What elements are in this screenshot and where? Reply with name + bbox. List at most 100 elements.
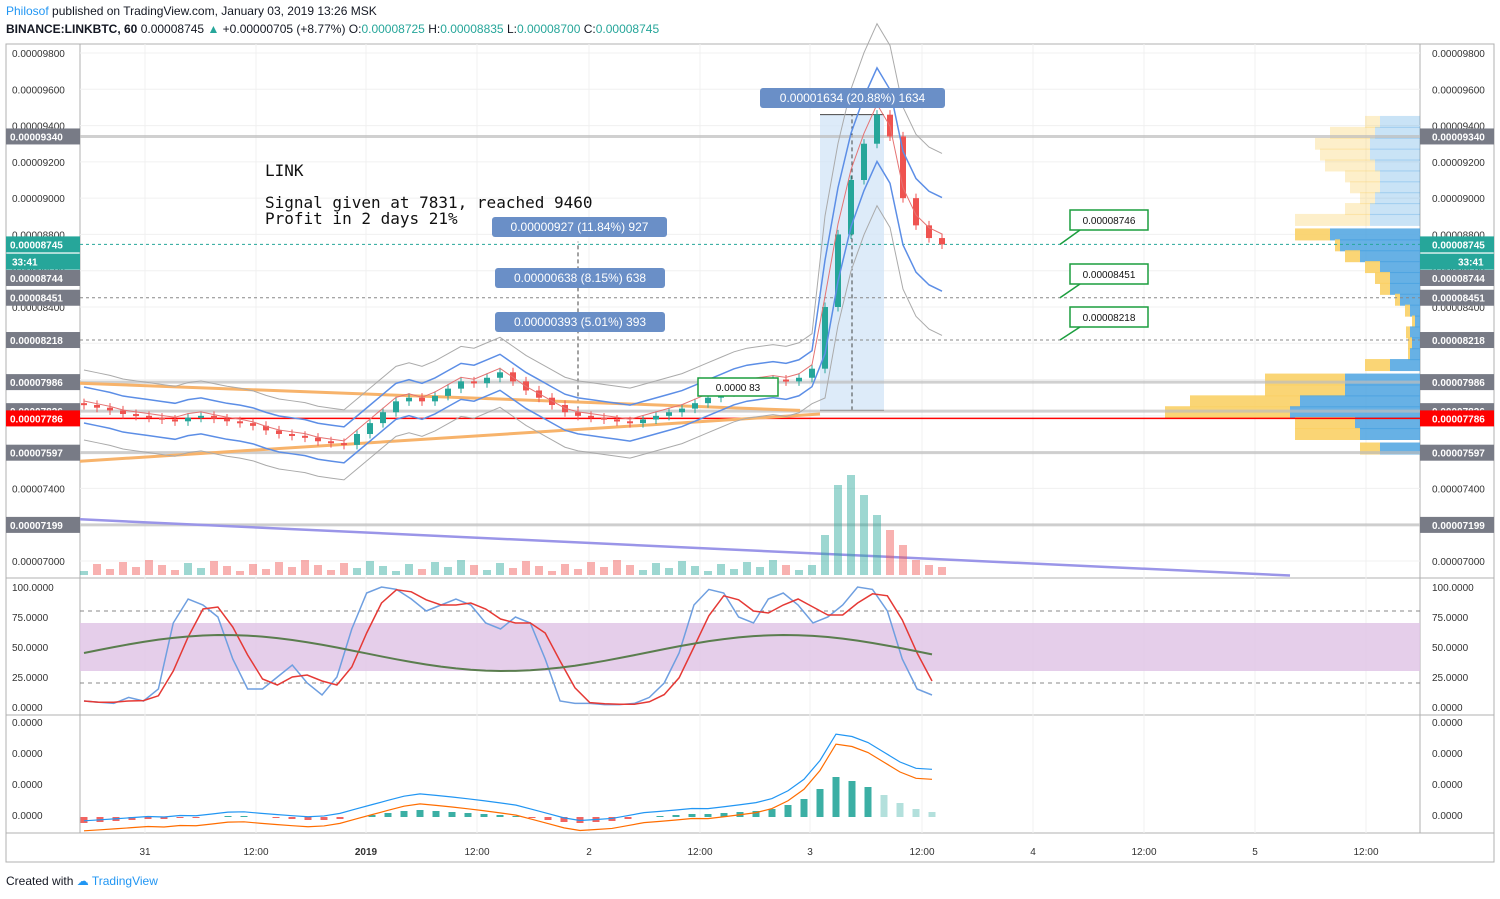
candle-body [627,421,633,424]
candle-body [783,379,789,382]
trendline-support [79,518,1291,577]
macd-left-label: 0.0000 [12,811,43,822]
symbol-name: BINANCE:LINKBTC, 60 [6,22,138,36]
macd-histogram-bar [848,781,856,817]
macd-histogram-bar [272,817,280,818]
volume-bar [730,569,738,575]
volume-profile-blue-6 [1380,181,1420,194]
rsi-right-label: 50.0000 [1432,643,1469,654]
price-tag-left-label: 0.00007199 [10,521,63,532]
candle-body [367,423,373,434]
price-tag-left [6,289,80,306]
volume-bar [379,566,387,575]
macd-histogram-bar [320,817,328,820]
price-tag-right-label: 0.00008745 [1432,240,1485,251]
volume-profile-blue-21 [1410,348,1420,361]
left-price-label: 0.00008800 [12,230,65,241]
macd-histogram-bar [832,777,840,817]
left-price-label: 0.00009000 [12,194,65,205]
volume-profile-blue-3 [1370,148,1420,161]
candle-body [692,403,698,409]
volume-bar [457,560,465,575]
macd-histogram-bar [544,817,552,820]
candle-body [432,395,438,402]
volume-bar [873,515,881,575]
volume-bar [119,562,127,575]
left-price-label: 0.00009400 [12,122,65,133]
candle-body [250,423,256,426]
price-tag-left-label: 33:41 [12,258,38,269]
price-tag-right-label: 33:41 [1458,258,1484,269]
macd-histogram-bar [240,816,248,817]
price-tag-right [1420,253,1494,270]
macd-histogram-bar [704,814,712,817]
callout-label: 0.00008218 [1083,313,1136,324]
candle-body [809,368,815,378]
rsi-right-label: 75.0000 [1432,613,1469,624]
volume-profile-blue-27 [1355,417,1420,430]
price-tag-right [1420,128,1494,145]
time-label: 12:00 [243,847,268,858]
macd-histogram-bar [912,809,920,817]
volume-bar [925,565,933,575]
candle-body [666,412,672,416]
rsi-left-label: 25.0000 [12,673,49,684]
price-tag-left-label: 0.00007986 [10,378,63,389]
macd-histogram-bar [400,811,408,817]
volume-profile-blue-28 [1360,428,1420,440]
volume-profile-yellow-3 [1320,148,1370,161]
macd-histogram-bar [192,817,200,818]
volume-bar [262,569,270,575]
candle-body [263,425,269,431]
envelope-upper [83,22,943,411]
volume-profile-blue-25 [1300,395,1420,408]
volume-bar [93,564,101,575]
callout-box [1069,306,1149,328]
right-price-label: 0.00008400 [1432,303,1485,314]
volume-bar [834,485,842,575]
volume-bar [652,563,660,575]
volume-profile-yellow-11 [1335,239,1340,252]
volume-bar [548,571,556,575]
volume-bar [886,530,894,575]
macd-histogram-bar [304,817,312,820]
right-price-label: 0.00009600 [1432,85,1485,96]
volume-bar [717,564,725,575]
volume-profile-yellow-9 [1295,213,1370,226]
tradingview-logo-icon[interactable]: ☁ [76,874,89,888]
macd-histogram-bar [896,803,904,817]
volume-bar [535,566,543,575]
volume-bar [158,565,166,575]
rsi-left-label: 75.0000 [12,613,49,624]
symbol-legend: BINANCE:LINKBTC, 60 0.00008745 ▲ +0.0000… [6,22,659,36]
price-tag-right [1420,332,1494,349]
volume-bar [210,561,218,575]
macd-left-label: 0.0000 [12,780,43,791]
volume-bar [626,565,634,575]
tradingview-brand[interactable]: TradingView [91,874,158,888]
candle-body [133,414,139,417]
price-tag-left [6,332,80,349]
volume-bar [80,571,88,575]
volume-bar [483,570,491,575]
volume-profile-yellow-22 [1365,359,1390,372]
candle-body [406,397,412,402]
volume-bar [184,563,192,575]
callout-label: 0.00008746 [1083,216,1136,227]
macd-histogram-bar [480,814,488,817]
volume-profile-blue-4 [1375,159,1420,172]
volume-bar [470,565,478,575]
author-link[interactable]: Philosof [6,4,49,18]
volume-profile-yellow-24 [1265,384,1345,397]
volume-bar [899,545,907,575]
right-price-label: 0.00009800 [1432,49,1485,60]
macd-histogram-bar [688,814,696,817]
macd-histogram-bar [864,787,872,817]
envelope-lower [83,204,943,481]
macd-histogram-bar [176,817,184,818]
price-change: +0.00000705 (+8.77%) [222,22,346,36]
callout-box [1069,263,1149,285]
price-tag-right-label: 0.00008744 [1432,274,1485,285]
candle-body [939,238,945,245]
